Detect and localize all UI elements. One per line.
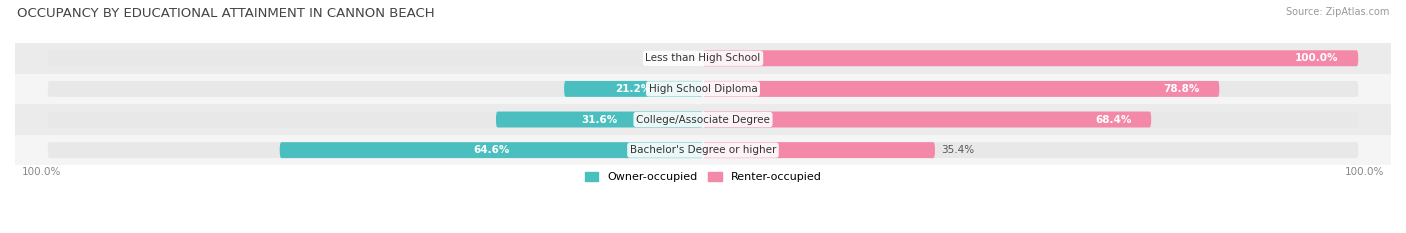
Text: 100.0%: 100.0% (1295, 53, 1339, 63)
Text: 68.4%: 68.4% (1095, 114, 1132, 124)
Text: OCCUPANCY BY EDUCATIONAL ATTAINMENT IN CANNON BEACH: OCCUPANCY BY EDUCATIONAL ATTAINMENT IN C… (17, 7, 434, 20)
FancyBboxPatch shape (703, 50, 1358, 66)
FancyBboxPatch shape (496, 112, 703, 127)
Text: 0.0%: 0.0% (671, 53, 696, 63)
FancyBboxPatch shape (48, 50, 1358, 66)
Legend: Owner-occupied, Renter-occupied: Owner-occupied, Renter-occupied (581, 168, 825, 187)
FancyBboxPatch shape (48, 142, 1358, 158)
Text: 64.6%: 64.6% (474, 145, 509, 155)
FancyBboxPatch shape (703, 112, 1152, 127)
Text: 100.0%: 100.0% (21, 167, 60, 177)
FancyBboxPatch shape (48, 81, 1358, 97)
Bar (15, 104, 1391, 135)
Text: Bachelor's Degree or higher: Bachelor's Degree or higher (630, 145, 776, 155)
Text: College/Associate Degree: College/Associate Degree (636, 114, 770, 124)
Text: 21.2%: 21.2% (616, 84, 651, 94)
Text: 100.0%: 100.0% (1346, 167, 1385, 177)
Text: 35.4%: 35.4% (942, 145, 974, 155)
FancyBboxPatch shape (48, 112, 1358, 127)
FancyBboxPatch shape (280, 142, 703, 158)
Bar (15, 135, 1391, 165)
Text: Source: ZipAtlas.com: Source: ZipAtlas.com (1285, 7, 1389, 17)
Text: Less than High School: Less than High School (645, 53, 761, 63)
Text: 31.6%: 31.6% (581, 114, 617, 124)
FancyBboxPatch shape (564, 81, 703, 97)
Bar (15, 43, 1391, 74)
Text: High School Diploma: High School Diploma (648, 84, 758, 94)
FancyBboxPatch shape (703, 81, 1219, 97)
FancyBboxPatch shape (703, 142, 935, 158)
Bar (15, 74, 1391, 104)
Text: 78.8%: 78.8% (1163, 84, 1199, 94)
